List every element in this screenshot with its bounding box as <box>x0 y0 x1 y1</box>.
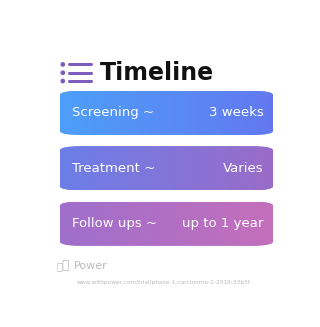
Text: Power: Power <box>74 261 107 271</box>
Text: Timeline: Timeline <box>100 61 214 85</box>
Text: www.withpower.com/trial/phase-1-carcinoma-2-2016-33b5f: www.withpower.com/trial/phase-1-carcinom… <box>77 280 251 285</box>
Circle shape <box>61 79 64 83</box>
Circle shape <box>61 63 64 66</box>
Text: ⛉: ⛉ <box>57 261 63 271</box>
Text: ␧: ␧ <box>61 259 68 272</box>
Circle shape <box>61 71 64 74</box>
